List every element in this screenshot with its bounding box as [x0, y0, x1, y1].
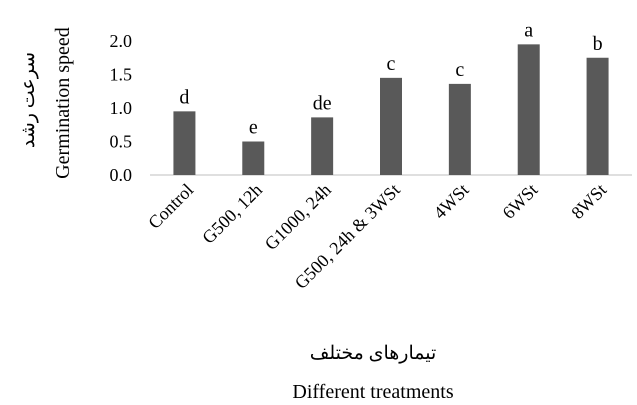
bar [380, 77, 402, 175]
bars [173, 44, 609, 175]
data-label: c [455, 59, 464, 81]
y-axis-label: Germination speed [52, 27, 74, 179]
bar [586, 57, 609, 175]
data-label: e [249, 117, 258, 139]
data-label: b [593, 33, 603, 55]
bar [173, 111, 196, 175]
y-tick-label: 1.5 [110, 65, 133, 85]
y-tick-labels: 0.0 0.5 1.0 1.5 2.0 [110, 31, 133, 185]
bar [242, 141, 265, 175]
data-label: a [524, 19, 533, 41]
x-tick-label: 8WSt [567, 180, 610, 223]
x-tick-label: G500, 12h [198, 180, 266, 248]
x-tick-label: 6WSt [498, 180, 541, 223]
x-axis-label-fa: تیمارهای مختلف [310, 343, 437, 364]
x-tick-label: 4WSt [430, 180, 473, 223]
data-label: d [179, 86, 189, 108]
y-tick-label: 1.0 [110, 98, 133, 118]
y-tick-label: 2.0 [110, 31, 133, 51]
x-tick-label: G1000, 24h [261, 180, 335, 254]
y-tick-label: 0.5 [110, 132, 133, 152]
y-tick-label: 0.0 [110, 165, 133, 185]
y-axis-label-fa: سرعت رشد [18, 52, 39, 148]
x-tick-label: Control [144, 180, 197, 233]
bar [311, 117, 334, 175]
x-axis-label: Different treatments [292, 381, 453, 403]
bar [517, 44, 540, 175]
data-label: de [313, 92, 332, 114]
bar [448, 83, 471, 175]
data-label: c [387, 53, 396, 75]
